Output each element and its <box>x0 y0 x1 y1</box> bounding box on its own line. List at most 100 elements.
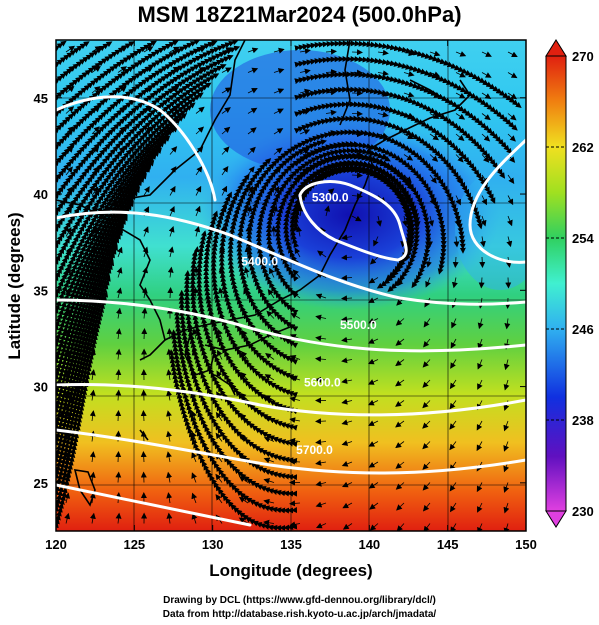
flow-arrow <box>64 492 71 504</box>
flow-arrow <box>117 146 126 155</box>
flow-arrow <box>449 379 457 390</box>
flow-arrow <box>91 226 98 237</box>
flow-arrow <box>143 86 153 94</box>
flow-arrow <box>449 400 457 410</box>
flow-arrow <box>429 92 441 98</box>
flow-arrow <box>140 410 147 422</box>
flow-arrow <box>141 328 148 340</box>
flow-arrow <box>341 419 353 426</box>
flow-arrow <box>247 185 253 196</box>
flow-arrow <box>341 234 353 241</box>
flow-arrow <box>247 47 259 54</box>
flow-arrow <box>477 318 484 330</box>
colorbar-tick-label: 238 <box>572 413 594 428</box>
flow-arrow <box>169 106 179 114</box>
flow-arrow <box>481 72 492 78</box>
flow-arrow <box>453 236 460 248</box>
flow-arrow <box>140 451 147 463</box>
x-tick-label: 135 <box>280 537 302 552</box>
flow-arrow <box>143 146 152 155</box>
y-tick-label: 25 <box>34 476 48 491</box>
flow-arrow <box>166 430 172 442</box>
flow-arrow <box>292 269 301 278</box>
flow-arrow <box>480 215 487 227</box>
flow-arrow <box>423 318 431 328</box>
flow-arrow <box>341 274 353 281</box>
flow-arrow <box>403 174 412 183</box>
flow-arrow <box>455 51 467 57</box>
flow-arrow <box>65 45 76 53</box>
flow-arrow <box>503 502 510 514</box>
flow-arrow <box>341 254 353 261</box>
flow-arrow <box>115 451 122 463</box>
flow-arrow <box>65 287 71 299</box>
x-axis-label: Longitude (degrees) <box>209 561 372 580</box>
y-tick-label: 45 <box>34 91 48 106</box>
flow-arrow <box>315 418 327 425</box>
flow-arrow <box>342 523 353 530</box>
flow-arrow <box>191 410 197 422</box>
flow-arrow <box>325 170 337 176</box>
flow-arrow <box>91 66 101 73</box>
flow-arrow <box>167 287 174 299</box>
flow-arrow <box>507 113 517 121</box>
flow-arrow <box>395 461 405 469</box>
flow-arrow <box>166 492 173 504</box>
flow-arrow <box>273 88 285 94</box>
flow-arrow <box>221 185 228 196</box>
flow-arrow <box>166 471 173 483</box>
flow-arrow <box>143 126 152 135</box>
flow-arrow <box>266 310 275 319</box>
flow-arrow <box>395 482 405 490</box>
flow-arrow <box>195 67 206 73</box>
flow-arrow <box>503 441 510 452</box>
flow-arrow <box>169 126 178 135</box>
flow-arrow <box>325 109 337 116</box>
flow-arrow <box>368 441 379 447</box>
flow-arrow <box>455 71 466 78</box>
flow-arrow <box>91 246 97 258</box>
flow-arrow <box>65 106 75 114</box>
credit-drawing: Drawing by DCL (https://www.gfd-dennou.o… <box>163 595 436 606</box>
flow-arrow <box>193 246 200 258</box>
flow-arrow <box>422 502 431 512</box>
flow-arrow <box>263 457 275 464</box>
flow-arrow <box>377 153 389 160</box>
flow-arrow <box>481 51 492 57</box>
flow-arrow <box>65 146 74 155</box>
flow-arrow <box>64 410 71 422</box>
flow-arrow <box>64 512 71 524</box>
flow-arrow <box>65 126 74 135</box>
flow-arrow <box>289 500 301 507</box>
flow-arrow <box>89 451 96 463</box>
flow-arrow <box>505 277 512 289</box>
flow-arrow <box>247 146 256 155</box>
flow-arrow <box>65 166 73 176</box>
flow-arrow <box>507 51 518 58</box>
flow-arrow <box>454 215 461 227</box>
flow-arrow <box>191 328 198 340</box>
flow-arrow <box>64 430 70 442</box>
flow-arrow <box>65 85 75 94</box>
flow-arrow <box>65 227 72 237</box>
flow-arrow <box>117 166 125 176</box>
flow-arrow <box>289 375 301 382</box>
flow-arrow <box>315 522 327 529</box>
flow-arrow <box>351 215 362 222</box>
flow-arrow <box>324 205 331 217</box>
flow-arrow <box>325 150 337 156</box>
flow-arrow <box>429 50 441 57</box>
flow-arrow <box>115 389 122 401</box>
flow-arrow <box>247 88 258 94</box>
flow-arrow <box>240 351 249 360</box>
flow-arrow <box>143 46 154 53</box>
flow-arrow <box>65 65 75 73</box>
flow-arrow <box>240 392 249 401</box>
flow-arrow <box>341 295 353 302</box>
flow-arrow <box>221 146 230 155</box>
flow-arrow <box>115 348 122 360</box>
flow-arrow <box>373 236 379 247</box>
flow-arrow <box>479 236 486 248</box>
flow-arrow <box>289 354 301 361</box>
flow-arrow <box>403 133 414 139</box>
